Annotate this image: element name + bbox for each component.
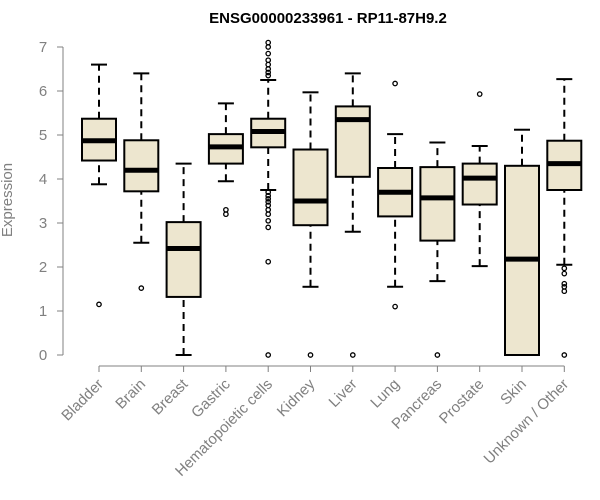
outlier-point <box>434 352 441 358</box>
y-axis: 0 1 2 3 4 5 6 7 <box>39 39 64 364</box>
x-tick-label: Breast <box>149 375 192 418</box>
box-series <box>81 39 583 358</box>
outlier-point <box>265 39 272 46</box>
box-brain <box>123 72 160 291</box>
outlier-point <box>223 211 229 218</box>
box-prostate <box>461 91 498 268</box>
box-pancreas <box>419 141 456 358</box>
y-tick-label: 1 <box>39 303 47 320</box>
box-iqr <box>292 148 329 227</box>
outlier-point <box>561 288 568 295</box>
box-bladder <box>81 63 117 308</box>
outlier-point <box>265 195 272 202</box>
box-skin <box>504 128 540 356</box>
outlier-point <box>265 199 272 205</box>
box-iqr <box>123 139 160 193</box>
box-gastric <box>207 102 244 218</box>
x-tick-label: Liver <box>326 376 361 411</box>
outlier-point <box>265 61 272 68</box>
outlier-point <box>265 44 272 50</box>
chart-title: ENSG00000233961 - RP11-87H9.2 <box>209 10 447 27</box>
box-iqr <box>461 162 498 206</box>
box-iqr <box>165 221 202 298</box>
outlier-point <box>561 280 568 287</box>
outlier-point <box>307 352 314 358</box>
x-tick-label: Bladder <box>58 376 107 425</box>
outlier-point <box>561 265 568 272</box>
outlier-point <box>476 91 483 97</box>
x-tick-label: Lung <box>367 376 403 412</box>
outlier-point <box>265 224 272 231</box>
outlier-point <box>265 69 272 76</box>
x-tick-label: Brain <box>112 376 149 413</box>
box-lung <box>377 80 414 310</box>
outlier-point <box>265 258 272 265</box>
outlier-point <box>265 189 272 196</box>
outlier-point <box>265 192 272 199</box>
y-tick-label: 0 <box>39 347 47 364</box>
outlier-point <box>561 283 568 290</box>
outlier-point <box>265 217 272 224</box>
box-unknown-other <box>546 78 583 358</box>
y-tick-label: 2 <box>39 259 47 276</box>
y-tick-label: 4 <box>39 171 47 188</box>
outlier-point <box>265 206 272 213</box>
outlier-point <box>265 352 272 358</box>
outlier-point <box>265 57 272 64</box>
outlier-point <box>265 211 272 218</box>
outlier-point <box>561 270 568 277</box>
x-tick-label: Skin <box>497 376 530 409</box>
y-tick-label: 6 <box>39 83 47 100</box>
box-hematopoietic-cells <box>250 39 287 358</box>
y-axis-label: Expression <box>0 163 16 237</box>
outlier-point <box>349 352 356 358</box>
box-iqr <box>419 166 456 242</box>
outlier-point <box>96 301 102 308</box>
outlier-point <box>265 50 272 57</box>
outlier-point <box>392 80 398 87</box>
x-tick-label: Prostate <box>436 376 488 428</box>
outlier-point <box>223 206 229 213</box>
y-tick-label: 7 <box>39 39 47 56</box>
y-tick-label: 5 <box>39 127 47 144</box>
x-tick-label: Kidney <box>274 375 319 420</box>
box-liver <box>334 72 371 358</box>
outlier-point <box>392 303 398 310</box>
box-kidney <box>292 91 329 358</box>
box-iqr <box>334 105 371 178</box>
outlier-point <box>265 72 272 79</box>
y-tick-label: 3 <box>39 215 47 232</box>
outlier-point <box>561 352 568 358</box>
outlier-point <box>138 285 145 291</box>
box-breast <box>165 162 202 356</box>
outlier-point <box>265 202 272 209</box>
